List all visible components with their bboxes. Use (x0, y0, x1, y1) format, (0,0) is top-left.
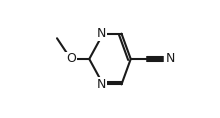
Text: N: N (165, 53, 175, 65)
Text: N: N (97, 27, 107, 40)
Text: O: O (66, 53, 76, 65)
Text: N: N (97, 78, 107, 91)
